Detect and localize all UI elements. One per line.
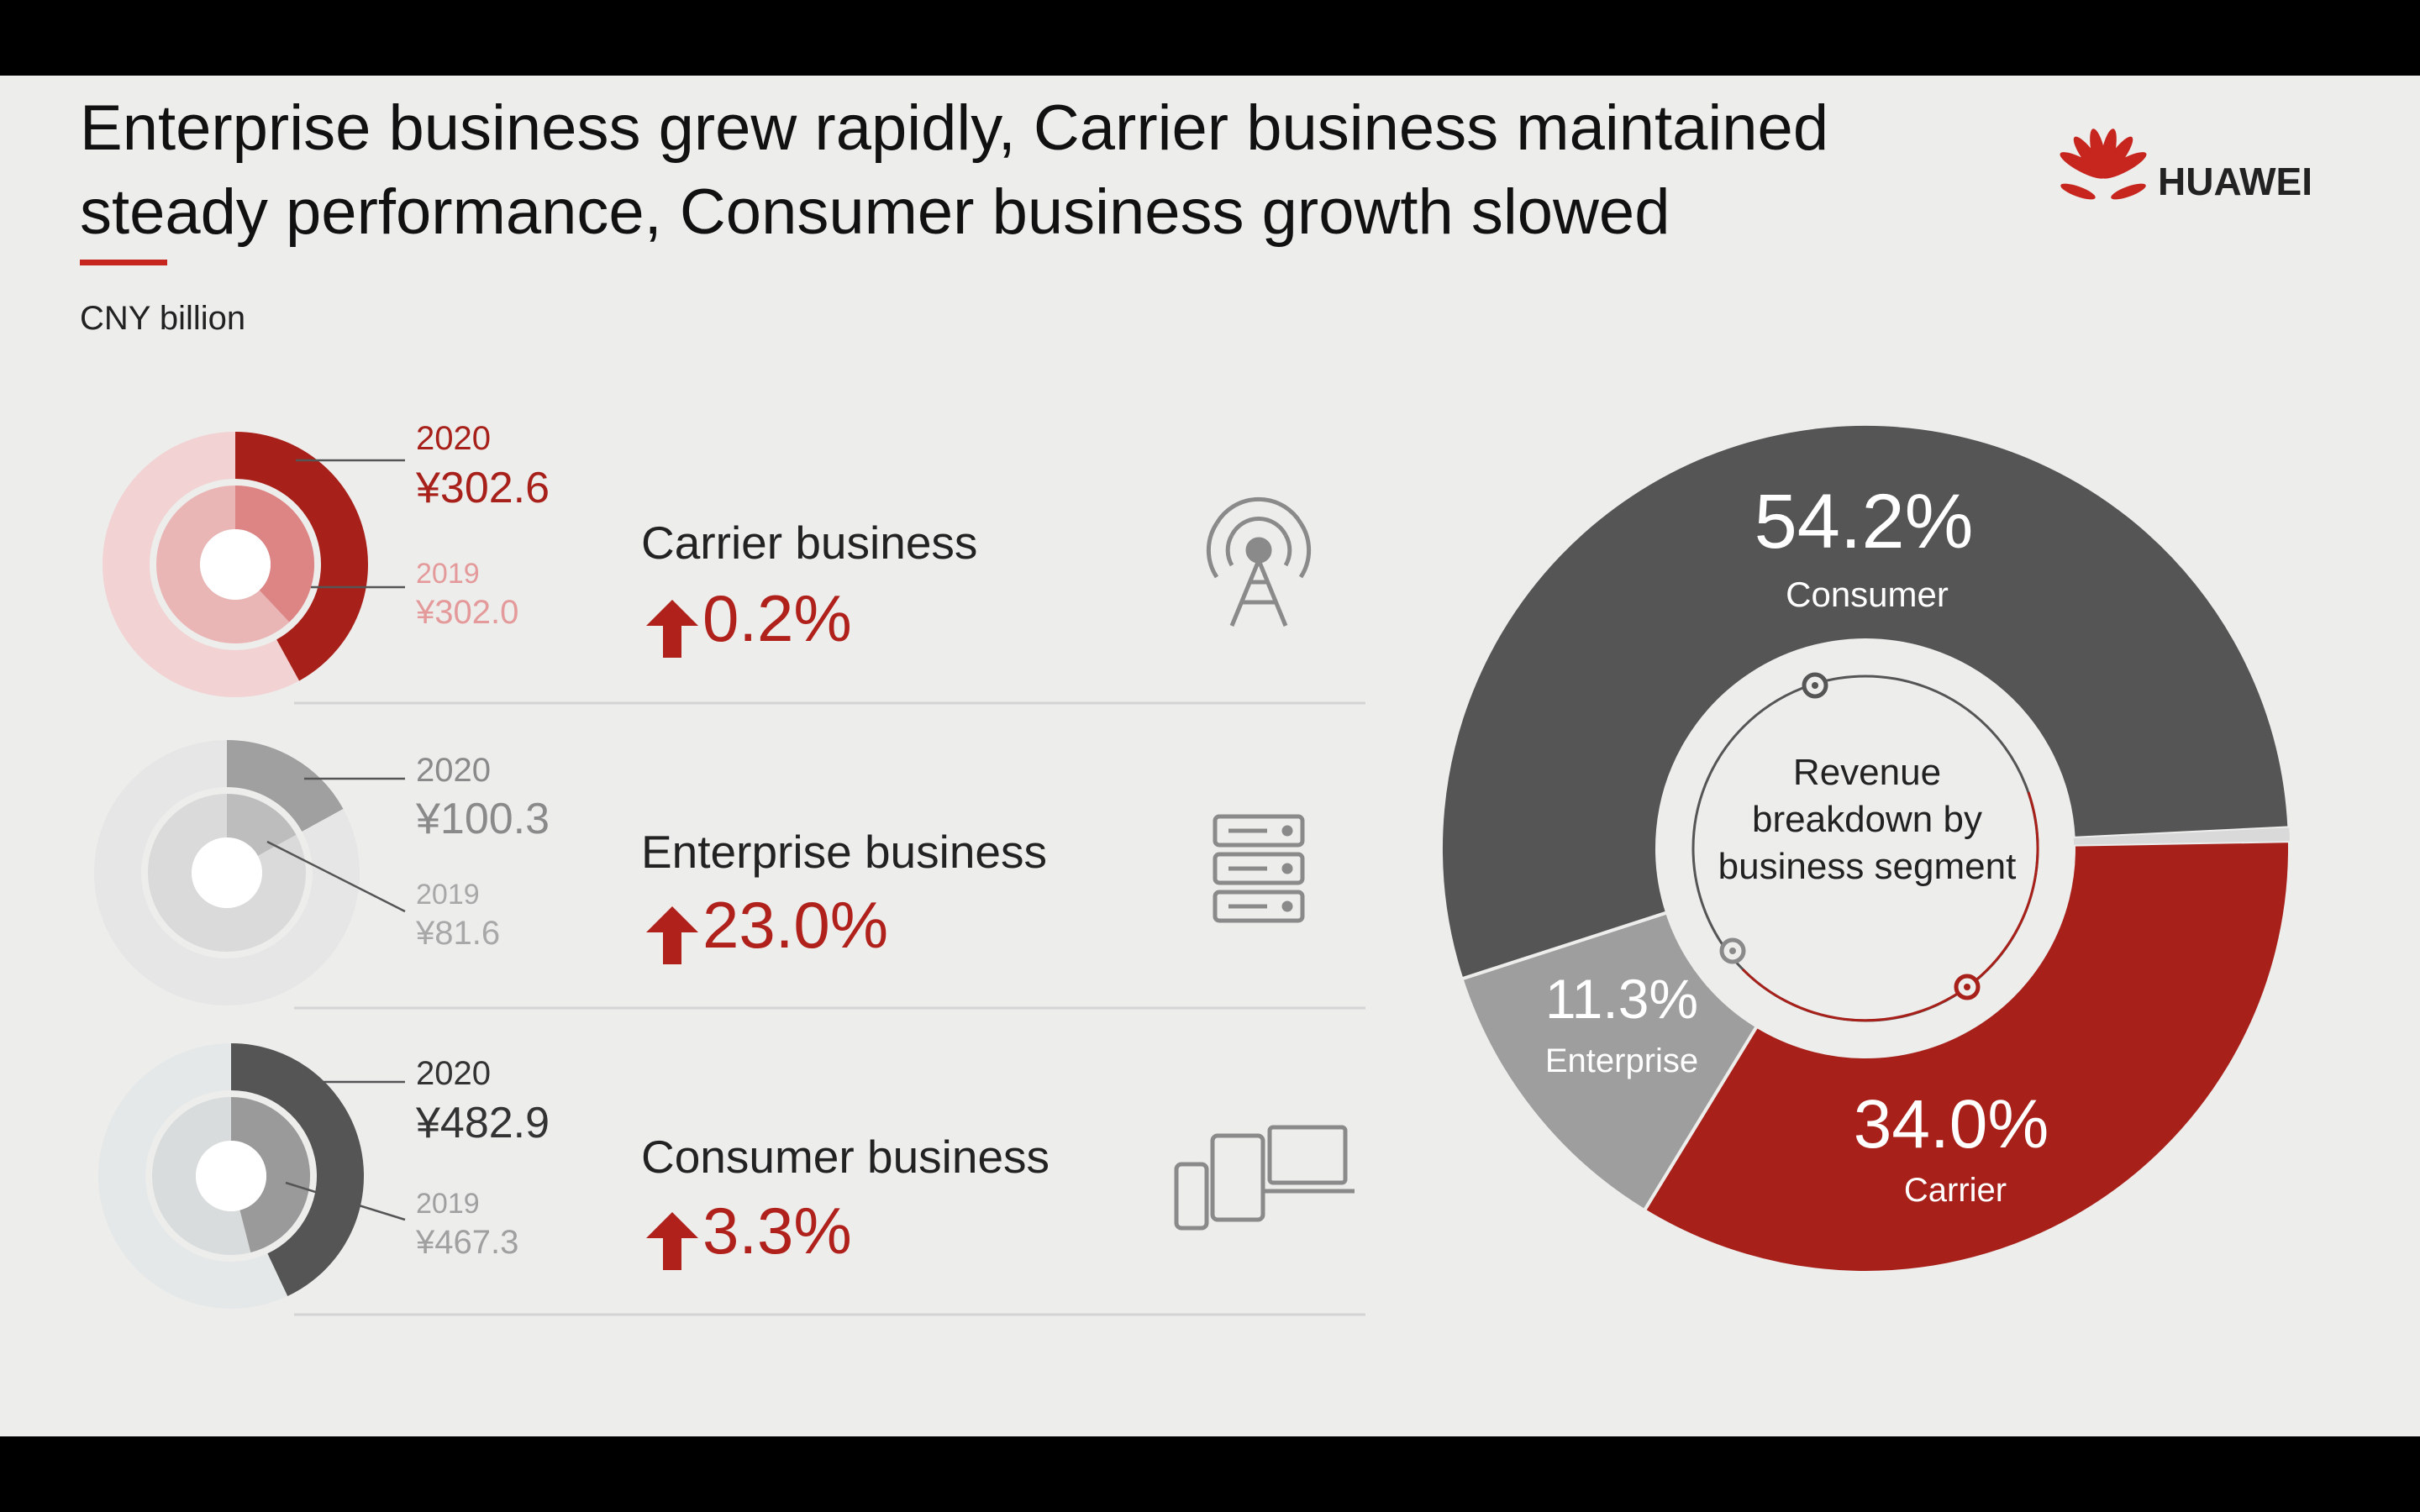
enterprise-segment-name: Enterprise business bbox=[641, 826, 1047, 878]
consumer-mini-donut bbox=[98, 1043, 406, 1309]
ring-marker-enterprise-dot bbox=[1729, 948, 1736, 954]
enterprise-donut-hole bbox=[192, 837, 262, 908]
consumer-share-label: Consumer bbox=[1786, 575, 1949, 614]
carrier-year-2019: 2019 bbox=[416, 558, 480, 590]
carrier-mini-donut bbox=[103, 432, 405, 697]
donut-slice-other bbox=[2073, 827, 2290, 845]
inner-ring-red bbox=[1741, 968, 1955, 1022]
carrier-value-2020: ¥302.6 bbox=[415, 464, 550, 512]
center-label-line-3: business segment bbox=[1718, 846, 2017, 887]
revenue-breakdown-donut: Revenue breakdown by business segment 54… bbox=[1439, 423, 2291, 1274]
carrier-segment-name: Carrier business bbox=[641, 517, 977, 569]
consumer-value-2019: ¥467.3 bbox=[415, 1224, 518, 1261]
carrier-share-label: Carrier bbox=[1904, 1172, 2007, 1209]
cell-tower-icon bbox=[1206, 496, 1312, 627]
enterprise-share-value: 11.3% bbox=[1545, 968, 1698, 1030]
consumer-donut-hole bbox=[196, 1141, 266, 1211]
enterprise-year-2019: 2019 bbox=[416, 879, 480, 911]
main-donut-hole bbox=[1657, 640, 2074, 1057]
carrier-share-value: 34.0% bbox=[1854, 1086, 2049, 1163]
carrier-year-2020: 2020 bbox=[416, 420, 491, 457]
inner-ring-red-right bbox=[1954, 791, 2039, 997]
enterprise-year-2020: 2020 bbox=[416, 752, 491, 789]
consumer-donut-2019-arc bbox=[229, 1097, 310, 1253]
consumer-share-value: 54.2% bbox=[1754, 479, 1974, 564]
title-line-2: steady performance, Consumer business gr… bbox=[80, 176, 1670, 248]
main-donut-slices bbox=[1439, 423, 2291, 1274]
growth-up-arrow-icon bbox=[646, 1212, 698, 1270]
carrier-donut-hole bbox=[200, 529, 271, 600]
title-accent-underline bbox=[80, 260, 167, 265]
title-line-1: Enterprise business grew rapidly, Carrie… bbox=[80, 92, 1828, 164]
ring-marker-carrier-dot bbox=[1964, 984, 1970, 990]
consumer-leader-2019 bbox=[285, 1181, 406, 1221]
carrier-growth-percent: 0.2% bbox=[702, 581, 852, 655]
enterprise-mini-donut bbox=[94, 740, 406, 1005]
consumer-growth-percent: 3.3% bbox=[702, 1194, 852, 1268]
center-label-line-1: Revenue bbox=[1793, 752, 1941, 793]
consumer-value-2020: ¥482.9 bbox=[415, 1099, 550, 1147]
carrier-donut-2020-arc bbox=[234, 432, 368, 681]
enterprise-donut-2020-arc bbox=[226, 740, 344, 832]
consumer-year-2020: 2020 bbox=[416, 1055, 491, 1092]
ring-marker-consumer-dot bbox=[1812, 682, 1818, 689]
huawei-petal-icon bbox=[2060, 129, 2147, 200]
devices-icon bbox=[1174, 1125, 1355, 1231]
enterprise-leader-2019 bbox=[266, 840, 406, 913]
brand-name: HUAWEI bbox=[2158, 160, 2312, 203]
huawei-logo: HUAWEI bbox=[2060, 129, 2312, 203]
enterprise-growth-percent: 23.0% bbox=[702, 888, 888, 962]
growth-up-arrow-icon bbox=[646, 906, 698, 964]
consumer-year-2019: 2019 bbox=[416, 1188, 480, 1220]
unit-label: CNY billion bbox=[80, 300, 245, 337]
carrier-value-2019: ¥302.0 bbox=[415, 594, 518, 631]
center-label-line-2: breakdown by bbox=[1752, 799, 1982, 840]
growth-up-arrow-icon bbox=[646, 600, 698, 658]
enterprise-value-2019: ¥81.6 bbox=[415, 915, 500, 952]
consumer-segment-name: Consumer business bbox=[641, 1131, 1050, 1183]
server-rack-icon bbox=[1213, 814, 1305, 923]
enterprise-donut-2019-arc bbox=[225, 794, 297, 857]
enterprise-share-label: Enterprise bbox=[1545, 1042, 1698, 1079]
enterprise-value-2020: ¥100.3 bbox=[415, 795, 550, 843]
carrier-donut-2019-arc bbox=[234, 486, 314, 622]
consumer-donut-2020-arc bbox=[230, 1043, 364, 1296]
